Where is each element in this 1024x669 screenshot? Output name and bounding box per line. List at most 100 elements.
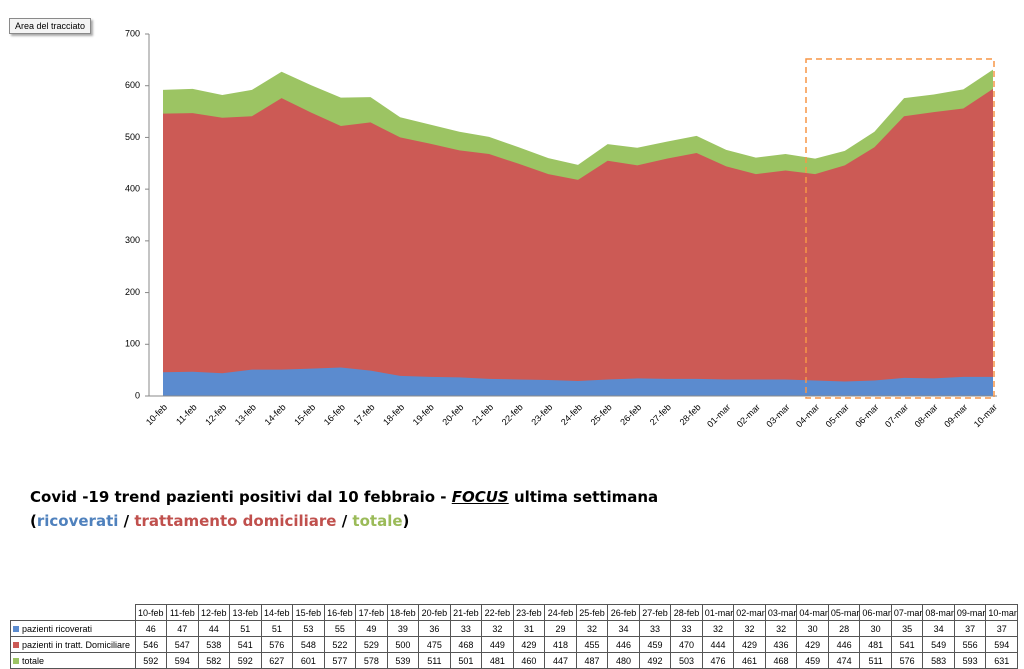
- x-tick-label: 18-feb: [381, 402, 406, 427]
- table-cell: 480: [607, 652, 640, 669]
- table-cell: 32: [764, 620, 798, 637]
- row-label: pazienti in tratt. Domiciliare: [10, 636, 136, 653]
- x-tick-label: 26-feb: [618, 402, 643, 427]
- table-cell: 481: [481, 652, 514, 669]
- table-cell: 539: [386, 652, 420, 669]
- area: [163, 367, 993, 396]
- table-cell: 436: [764, 636, 798, 653]
- x-tick-label: 07-mar: [883, 402, 910, 429]
- table-cell: 33: [638, 620, 672, 637]
- area: [163, 88, 993, 397]
- table-cell: 474: [827, 652, 861, 669]
- data-table: 10-feb 11-feb 12-feb 13-feb 14-feb 15-feb 16-f…: [10, 604, 1018, 669]
- column-header: 10-feb: [134, 604, 168, 621]
- table-row: pazienti in tratt. Domiciliare 546 547 538 5…: [10, 636, 1018, 653]
- x-tick-label: 23-feb: [529, 402, 554, 427]
- table-cell: 492: [638, 652, 672, 669]
- column-header: 10-mar: [985, 604, 1018, 621]
- table-cell: 28: [827, 620, 861, 637]
- table-cell: 459: [638, 636, 672, 653]
- table-cell: 475: [418, 636, 451, 653]
- x-tick-label: 10-mar: [972, 402, 999, 429]
- x-tick-label: 16-feb: [322, 402, 347, 427]
- table-cell: 33: [670, 620, 703, 637]
- table-cell: 446: [607, 636, 640, 653]
- column-header: 07-mar: [890, 604, 924, 621]
- y-tick-label: 400: [125, 184, 140, 194]
- table-cell: 429: [796, 636, 829, 653]
- column-header: 21-feb: [449, 604, 483, 621]
- x-tick-label: 10-feb: [144, 402, 169, 427]
- caption-text: /: [118, 512, 135, 530]
- table-cell: 468: [764, 652, 798, 669]
- legend-key: [13, 657, 19, 664]
- table-cell: 429: [512, 636, 546, 653]
- column-header: 11-feb: [166, 604, 199, 621]
- table-cell: 51: [260, 620, 294, 637]
- table-cell: 541: [890, 636, 924, 653]
- table-cell: 577: [323, 652, 357, 669]
- legend-label: pazienti ricoverati: [22, 623, 93, 634]
- y-tick-label: 300: [125, 235, 140, 245]
- column-header: 24-feb: [544, 604, 577, 621]
- table-cell: 481: [859, 636, 892, 653]
- x-tick-label: 27-feb: [648, 402, 673, 427]
- table-row: pazienti ricoverati 46 47 44 51 51 53 55 49 39 36 3…: [10, 620, 1018, 637]
- caption-line2: (ricoverati / trattamento domiciliare / …: [30, 512, 409, 530]
- column-header: 17-feb: [355, 604, 388, 621]
- table-cell: 53: [292, 620, 325, 637]
- table-cell: 592: [134, 652, 168, 669]
- table-cell: 29: [544, 620, 577, 637]
- legend-key: [13, 625, 19, 632]
- table-cell: 501: [449, 652, 483, 669]
- x-tick-label: 01-mar: [705, 402, 732, 429]
- column-header: 01-mar: [701, 604, 735, 621]
- x-tick-label: 19-feb: [411, 402, 436, 427]
- x-tick-label: 15-feb: [292, 402, 317, 427]
- table-cell: 511: [859, 652, 892, 669]
- x-tick-label: 03-mar: [764, 402, 791, 429]
- column-header: 23-feb: [512, 604, 546, 621]
- table-cell: 594: [985, 636, 1018, 653]
- caption-text: ): [402, 512, 410, 530]
- table-cell: 49: [355, 620, 388, 637]
- table-cell: 34: [607, 620, 640, 637]
- table-cell: 631: [985, 652, 1018, 669]
- table-cell: 468: [449, 636, 483, 653]
- table-cell: 31: [512, 620, 546, 637]
- column-header: 16-feb: [323, 604, 357, 621]
- table-cell: 461: [733, 652, 766, 669]
- table-cell: 487: [575, 652, 609, 669]
- y-tick-label: 600: [125, 80, 140, 90]
- x-tick-label: 20-feb: [440, 402, 465, 427]
- table-cell: 30: [796, 620, 829, 637]
- table-cell: 37: [985, 620, 1018, 637]
- table-cell: 36: [418, 620, 451, 637]
- y-tick-label: 200: [125, 287, 140, 297]
- y-tick-label: 700: [125, 28, 140, 38]
- y-tick-label: 0: [135, 390, 140, 400]
- table-cell: 459: [796, 652, 829, 669]
- table-cell: 578: [355, 652, 388, 669]
- table-cell: 460: [512, 652, 546, 669]
- table-cell: 503: [670, 652, 703, 669]
- caption-totale: totale: [352, 512, 403, 530]
- x-tick-label: 25-feb: [589, 402, 614, 427]
- table-cell: 547: [166, 636, 199, 653]
- table-cell: 34: [922, 620, 955, 637]
- x-tick-label: 09-mar: [942, 402, 969, 429]
- table-cell: 51: [229, 620, 262, 637]
- table-cell: 449: [481, 636, 514, 653]
- column-header: 08-mar: [922, 604, 955, 621]
- table-cell: 32: [481, 620, 514, 637]
- table-cell: 541: [229, 636, 262, 653]
- table-cell: 522: [323, 636, 357, 653]
- caption-focus: FOCUS: [451, 488, 509, 506]
- column-header: 18-feb: [386, 604, 420, 621]
- x-tick-label: 13-feb: [233, 402, 258, 427]
- table-cell: 576: [890, 652, 924, 669]
- table-cell: 455: [575, 636, 609, 653]
- tooltip: Area del tracciato: [9, 18, 92, 34]
- column-header: 27-feb: [638, 604, 672, 621]
- table-cell: 33: [449, 620, 483, 637]
